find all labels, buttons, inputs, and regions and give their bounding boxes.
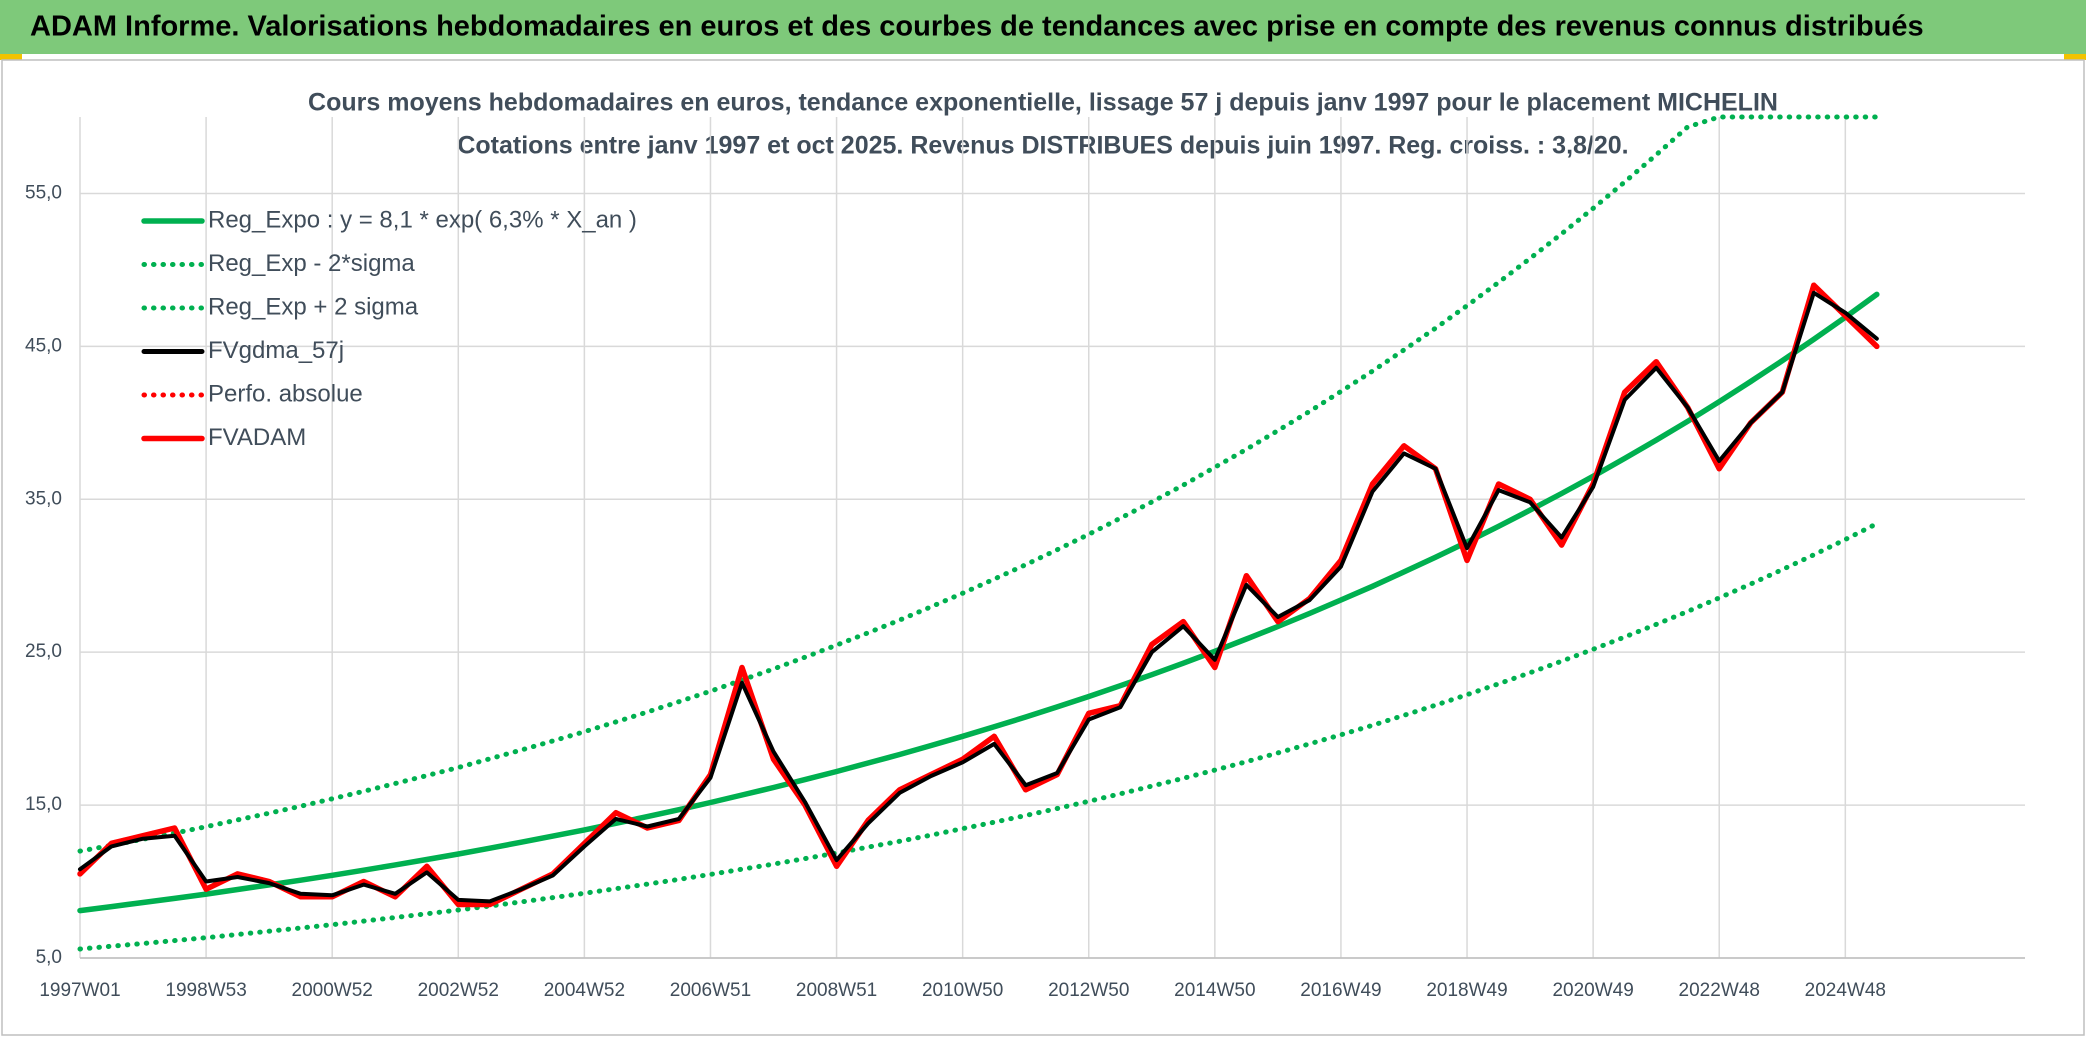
y-tick-label: 15,0 [25, 794, 62, 815]
x-tick-label: 2022W48 [1679, 980, 1760, 1001]
series-line [77, 282, 1880, 907]
x-tick-label: 2016W49 [1300, 980, 1381, 1001]
series-line [77, 291, 1880, 914]
series-line [77, 521, 1880, 952]
series-line [78, 290, 1879, 904]
chart-subtitle: Cotations entre janv 1997 et oct 2025. R… [457, 132, 1628, 160]
legend-label: Reg_Exp + 2 sigma [208, 293, 419, 320]
header-bar [0, 0, 2086, 54]
x-tick-label: 2002W52 [418, 980, 499, 1001]
y-tick-label: 45,0 [25, 335, 62, 356]
y-tick-label: 25,0 [25, 641, 62, 662]
corner-mark [2064, 54, 2086, 60]
legend: Reg_Expo : y = 8,1 * exp( 6,3% * X_an ) R… [141, 206, 637, 451]
x-tick-label: 2012W50 [1048, 980, 1129, 1001]
legend-label: FVADAM [208, 424, 306, 451]
legend-label: Reg_Exp - 2*sigma [208, 250, 415, 277]
x-tick-label: 2000W52 [292, 980, 373, 1001]
y-tick-label: 35,0 [25, 488, 62, 509]
x-tick-label: 2010W50 [922, 980, 1003, 1001]
chart-title: ADAM Informe. Valorisations hebdomadaire… [30, 11, 1924, 43]
series-line [77, 114, 1880, 854]
x-tick-label: 2008W51 [796, 980, 877, 1001]
plot [77, 114, 1880, 952]
x-tick-label: 2020W49 [1552, 980, 1633, 1001]
legend-label: FVgdma_57j [208, 337, 344, 364]
chart-subtitle: Cours moyens hebdomadaires en euros, ten… [308, 89, 1778, 117]
x-tick-label: 1997W01 [39, 980, 120, 1001]
x-tick-label: 2014W50 [1174, 980, 1255, 1001]
grid: 5,0 15,0 25,0 35,0 45,0 55,0 1997W01 1998W53 200… [25, 117, 2025, 1001]
x-tick-label: 2024W48 [1805, 980, 1886, 1001]
y-tick-label: 5,0 [36, 947, 62, 968]
x-tick-label: 1998W53 [165, 980, 246, 1001]
corner-mark [0, 54, 22, 60]
y-tick-label: 55,0 [25, 182, 62, 203]
legend-label: Reg_Expo : y = 8,1 * exp( 6,3% * X_an ) [208, 206, 637, 233]
x-tick-label: 2018W49 [1426, 980, 1507, 1001]
chart-border [1, 59, 2085, 1036]
x-tick-label: 2004W52 [544, 980, 625, 1001]
legend-label: Perfo. absolue [208, 380, 363, 407]
x-tick-label: 2006W51 [670, 980, 751, 1001]
